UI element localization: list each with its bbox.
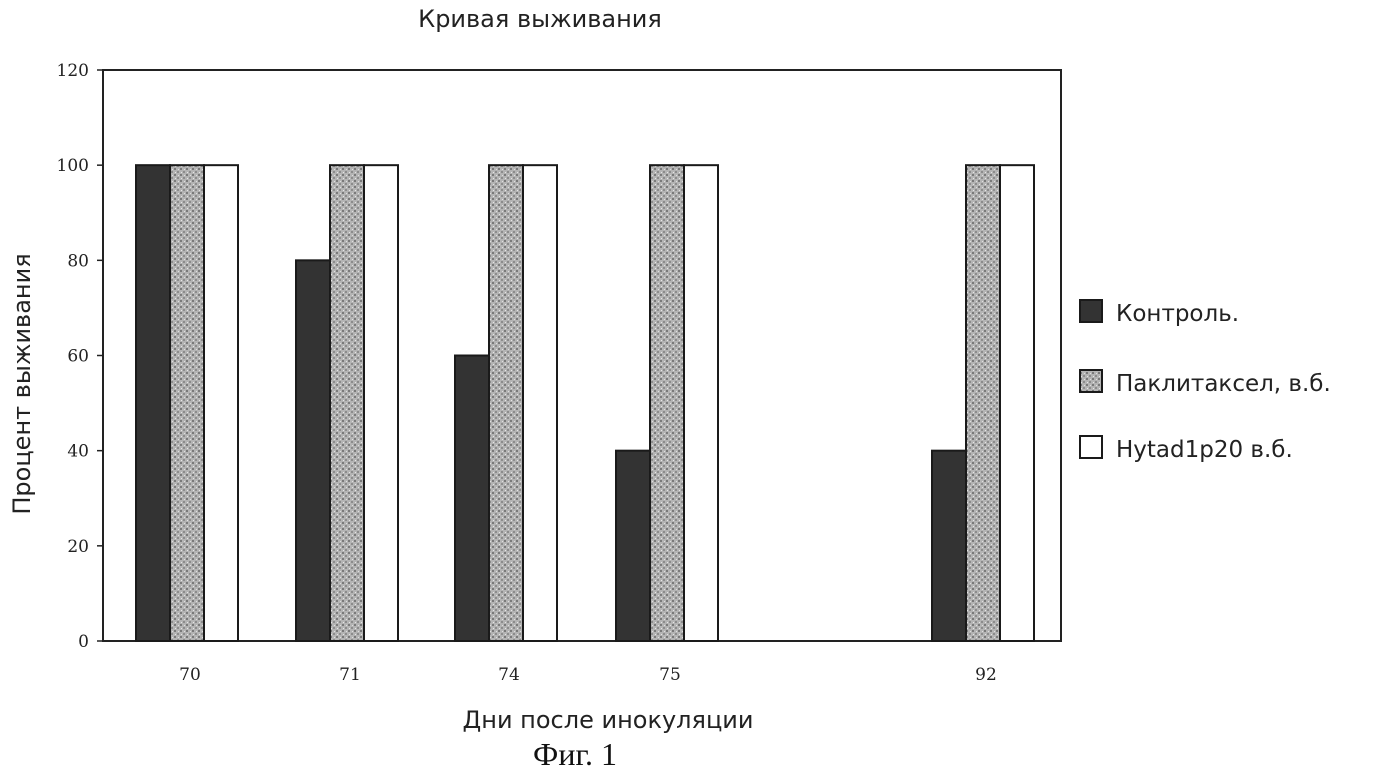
x-tick-label-92: 92: [975, 665, 997, 685]
chart-title: Кривая выживания: [418, 5, 662, 33]
bar-74-series-2: [523, 165, 557, 641]
bar-75-series-1: [650, 165, 684, 641]
y-tick-label-5: 100: [57, 156, 89, 176]
x-tick-label-71: 71: [339, 665, 361, 685]
bar-71-series-1: [330, 165, 364, 641]
bar-74-series-1: [489, 165, 523, 641]
legend-label-0: Контроль.: [1116, 301, 1239, 327]
legend-swatch-1: [1080, 370, 1102, 392]
y-tick-label-0: 0: [78, 632, 89, 652]
bar-92-series-0: [932, 451, 966, 641]
x-tick-label-70: 70: [179, 665, 201, 685]
x-axis-label: Дни после инокуляции: [463, 706, 754, 734]
bar-71-series-2: [364, 165, 398, 641]
legend-swatch-0: [1080, 300, 1102, 322]
y-tick-label-2: 40: [67, 442, 89, 462]
bar-70-series-2: [204, 165, 238, 641]
bar-75-series-0: [616, 451, 650, 641]
legend-swatch-2: [1080, 436, 1102, 458]
y-tick-label-4: 80: [67, 251, 89, 271]
plot-area-frame: [103, 70, 1061, 641]
bar-92-series-1: [966, 165, 1000, 641]
bars: [136, 165, 1034, 641]
y-tick-label-6: 120: [57, 61, 89, 81]
bar-71-series-0: [296, 260, 330, 641]
legend-label-2: Hytad1p20 в.б.: [1116, 437, 1293, 463]
figure-caption: Фиг. 1: [533, 736, 617, 772]
x-axis-ticks: 70 71 74 75 92: [179, 665, 997, 685]
y-tick-label-1: 20: [67, 537, 89, 557]
bar-74-series-0: [455, 356, 489, 642]
legend-label-1: Паклитаксел, в.б.: [1116, 371, 1331, 397]
x-tick-label-75: 75: [659, 665, 681, 685]
bar-70-series-0: [136, 165, 170, 641]
bar-70-series-1: [170, 165, 204, 641]
y-axis-ticks: 0 20 40 60 80 100 120: [57, 61, 103, 652]
x-tick-label-74: 74: [498, 665, 520, 685]
y-axis-label: Процент выживания: [8, 253, 36, 514]
legend: Контроль. Паклитаксел, в.б. Hytad1p20 в.б.: [1080, 300, 1331, 463]
bar-92-series-2: [1000, 165, 1034, 641]
y-tick-label-3: 60: [67, 347, 89, 367]
bar-75-series-2: [684, 165, 718, 641]
